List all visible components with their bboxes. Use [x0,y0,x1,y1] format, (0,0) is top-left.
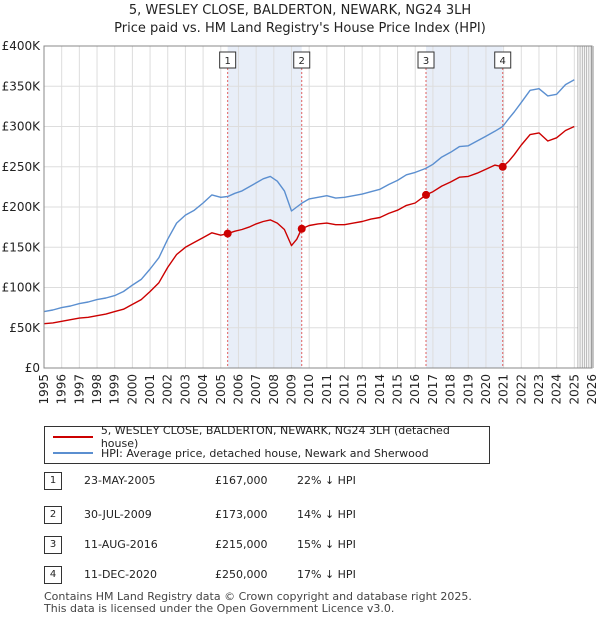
y-tick-label: £350K [2,79,42,93]
sale-point [223,229,232,238]
sale-hpi-diff: 15% ↓ HPI [297,538,356,551]
sale-badge-box [494,51,512,69]
price-chart: 1 2 3 4 £0 £50K £100K £150K £200K £250K £300K £350… [2,39,599,405]
sale-badge-box [219,51,237,69]
sale-badge-box [293,51,311,69]
x-tick-label: 2014 [373,374,387,405]
x-tick-label: 2016 [408,374,422,405]
legend-label-hpi: HPI: Average price, detached house, Newa… [101,446,429,460]
x-tick-label: 1996 [55,374,69,405]
forecast-region [577,46,592,368]
x-tick-label: 2024 [550,374,564,405]
x-tick-label: 2006 [231,374,245,405]
x-tick-label: 2012 [338,374,352,405]
x-tick-label: 2003 [178,374,192,405]
copyright-notice: Contains HM Land Registry data © Crown c… [44,590,472,603]
legend-item-property: 5, WESLEY CLOSE, BALDERTON, NEWARK, NG24… [53,424,489,450]
y-tick-label: £200K [2,200,42,214]
sale-point [297,224,306,233]
sale-price: £167,000 [215,474,268,487]
x-tick-label: 1999 [108,374,122,405]
sale-price: £173,000 [215,508,268,521]
x-tick-label: 2018 [444,374,458,405]
x-tick-label: 2008 [267,374,281,405]
sale-row: 4 11-DEC-2020 £250,000 17% ↓ HPI [44,564,444,584]
x-tick-label: 1998 [90,374,104,405]
x-tick-label: 2021 [497,374,511,405]
sale-badge-label: 1 [224,56,230,67]
chart-subtitle: Price paid vs. HM Land Registry's House … [114,21,486,36]
sale-date: 23-MAY-2005 [84,474,156,487]
y-tick-label: £250K [2,160,42,174]
sale-point [422,190,431,199]
sale-badge-label: 2 [299,56,305,67]
x-tick-label: 2000 [125,374,139,405]
legend-item-hpi: HPI: Average price, detached house, Newa… [53,445,429,461]
x-tick-label: 2007 [249,374,263,405]
y-tick-label: £0 [25,361,40,375]
x-tick-label: 2002 [161,374,175,405]
legend: 5, WESLEY CLOSE, BALDERTON, NEWARK, NG24… [44,424,490,464]
sale-badge-box [417,51,435,69]
sale-price: £250,000 [215,568,268,581]
x-tick-label: 2023 [532,374,546,405]
y-tick-label: £50K [9,321,41,335]
plot-frame [43,45,593,369]
sale-badge-label: 3 [423,56,429,67]
sale-point [498,162,507,171]
x-tick-label: 2019 [461,374,475,405]
y-tick-label: £300K [2,120,42,134]
sale-number-badge: 2 [44,506,62,524]
y-tick-label: £150K [2,240,42,254]
legend-line-property [53,436,93,438]
x-tick-label: 2017 [426,374,440,405]
x-tick-label: 2026 [585,374,599,405]
x-tick-label: 2005 [214,374,228,405]
x-tick-label: 2013 [355,374,369,405]
x-tick-label: 2009 [284,374,298,405]
sale-date: 30-JUL-2009 [84,508,152,521]
sale-price: £215,000 [215,538,268,551]
sale-date: 11-DEC-2020 [84,568,158,581]
sale-date: 11-AUG-2016 [84,538,158,551]
sale-hpi-diff: 22% ↓ HPI [297,474,356,487]
x-tick-label: 2004 [196,374,210,405]
sale-number-badge: 4 [44,566,62,584]
x-tick-label: 2011 [320,374,334,405]
sale-row: 2 30-JUL-2009 £173,000 14% ↓ HPI [44,504,444,524]
x-tick-label: 2022 [514,374,528,405]
x-tick-label: 2001 [143,374,157,405]
hpi-line [43,79,575,313]
y-tick-label: £100K [2,281,42,295]
licence-notice: This data is licensed under the Open Gov… [44,602,395,615]
x-tick-label: 2025 [567,374,581,405]
x-tick-label: 2020 [479,374,493,405]
sale-row: 1 23-MAY-2005 £167,000 22% ↓ HPI [44,470,444,490]
chart-title: 5, WESLEY CLOSE, BALDERTON, NEWARK, NG24… [128,3,472,18]
x-tick-label: 2015 [391,374,405,405]
x-tick-label: 1997 [72,374,86,405]
sale-hpi-diff: 17% ↓ HPI [297,568,356,581]
y-tick-label: £400K [2,39,42,53]
sale-hpi-diff: 14% ↓ HPI [297,508,356,521]
legend-line-hpi [53,452,93,454]
sale-row: 3 11-AUG-2016 £215,000 15% ↓ HPI [44,534,444,554]
sale-number-badge: 3 [44,536,62,554]
x-tick-label: 1995 [37,374,51,405]
legend-label-property: 5, WESLEY CLOSE, BALDERTON, NEWARK, NG24… [100,424,450,450]
x-tick-label: 2010 [302,374,316,405]
sale-badge-label: 4 [500,56,506,67]
sale-number-badge: 1 [44,472,62,490]
